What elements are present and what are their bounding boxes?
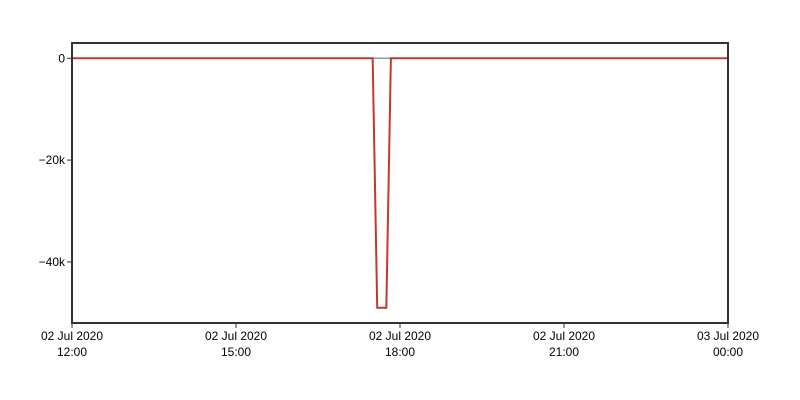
x-tick-label: 02 Jul 2020 21:00 bbox=[533, 329, 595, 359]
y-tick-label: 0 bbox=[58, 51, 65, 65]
x-tick-label: 02 Jul 2020 15:00 bbox=[205, 329, 267, 359]
series-layer bbox=[72, 57, 728, 309]
x-tick-date: 03 Jul 2020 bbox=[697, 329, 759, 343]
x-tick-label: 02 Jul 2020 12:00 bbox=[41, 329, 103, 359]
x-tick-time: 15:00 bbox=[221, 345, 251, 359]
x-tick-time: 00:00 bbox=[713, 345, 743, 359]
x-tick-time: 21:00 bbox=[549, 345, 579, 359]
series-line-0 bbox=[72, 57, 728, 309]
x-tick-date: 02 Jul 2020 bbox=[41, 329, 103, 343]
x-tick-date: 02 Jul 2020 bbox=[205, 329, 267, 343]
x-tick-time: 18:00 bbox=[385, 345, 415, 359]
x-tick-label: 02 Jul 2020 18:00 bbox=[369, 329, 431, 359]
x-tick-label: 03 Jul 2020 00:00 bbox=[697, 329, 759, 359]
y-tick-label: −40k bbox=[39, 255, 66, 269]
plot-area-frame bbox=[71, 42, 729, 324]
x-tick-date: 02 Jul 2020 bbox=[369, 329, 431, 343]
x-tick-date: 02 Jul 2020 bbox=[533, 329, 595, 343]
y-tick-label: −20k bbox=[39, 153, 66, 167]
y-axis-ticks: 0 −20k −40k bbox=[39, 51, 72, 269]
x-tick-time: 12:00 bbox=[57, 345, 87, 359]
